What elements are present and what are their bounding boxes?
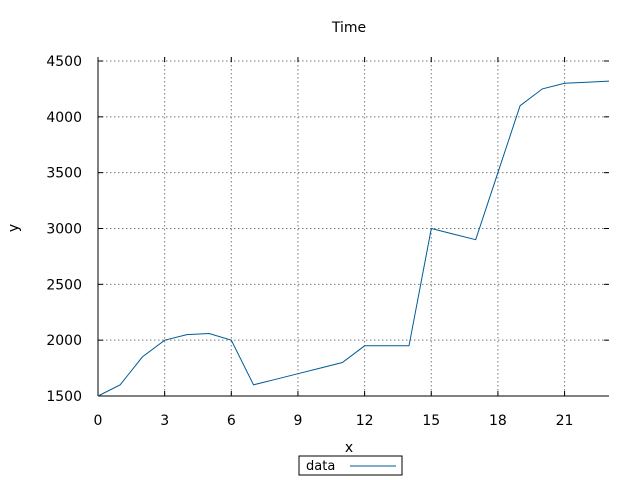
x-tick-label: 3 bbox=[160, 413, 169, 429]
y-tick-label: 4500 bbox=[46, 54, 82, 70]
y-tick-label: 2500 bbox=[46, 277, 82, 293]
legend-label: data bbox=[306, 459, 335, 474]
legend: data bbox=[298, 455, 403, 476]
x-tick-label: 0 bbox=[94, 413, 103, 429]
x-tick-label: 12 bbox=[356, 413, 374, 429]
grid-lines bbox=[98, 57, 609, 396]
chart-title: Time bbox=[331, 20, 366, 36]
y-tick-label: 2000 bbox=[46, 333, 82, 349]
y-axis-label: y bbox=[6, 224, 22, 232]
y-tick-label: 4000 bbox=[46, 110, 82, 126]
x-tick-label: 21 bbox=[556, 413, 574, 429]
series-line-data bbox=[97, 80, 610, 397]
y-tick-label: 3500 bbox=[46, 166, 82, 182]
y-tick-label: 1500 bbox=[46, 389, 82, 405]
y-tick-label: 3000 bbox=[46, 222, 82, 238]
series-layer bbox=[97, 80, 610, 397]
x-axis-label: x bbox=[345, 440, 353, 456]
x-tick-label: 9 bbox=[293, 413, 302, 429]
x-tick-label: 18 bbox=[489, 413, 507, 429]
x-tick-label: 6 bbox=[227, 413, 236, 429]
tick-labels: 0 3 6 9 12 15 18 21 1500 2000 2500 3000 3500 4000 4500 bbox=[46, 54, 573, 429]
axis-ticks bbox=[97, 57, 609, 397]
x-tick-label: 15 bbox=[422, 413, 440, 429]
